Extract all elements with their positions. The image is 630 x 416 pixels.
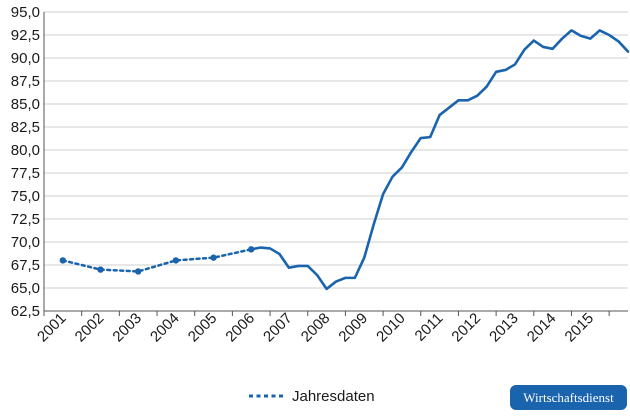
quarterly-data-line [249,29,630,291]
annual-data-point [97,266,104,273]
x-tick-label: 2015 [562,310,598,346]
x-tick-label: 2004 [147,310,183,346]
y-tick-label: 90,0 [11,50,40,67]
y-tick-label: 87,5 [11,73,40,90]
gridlines [44,11,628,289]
legend-label: Jahresdaten [292,388,375,405]
y-tick-label: 70,0 [11,234,40,251]
x-tick-label: 2002 [72,310,108,346]
y-axis-labels: 62,5 65,0 67,5 70,0 72,5 75,0 77,5 80,0 82,5 85,0… [11,4,40,320]
y-tick-label: 82,5 [11,119,40,136]
x-tick-label: 2011 [412,310,447,345]
x-tick-label: 2014 [524,310,560,346]
y-tick-label: 72,5 [11,211,40,228]
x-tick-label: 2010 [373,310,409,346]
x-tick-label: 2009 [335,310,371,346]
y-tick-label: 80,0 [11,142,40,159]
x-axis-ticks [43,311,610,316]
x-tick-label: 2013 [486,310,522,346]
annual-data-point [172,257,180,264]
x-tick-label: 2007 [260,310,296,346]
x-tick-label: 2012 [448,310,484,346]
annual-data-point [134,268,142,275]
x-tick-label: 2005 [185,310,221,346]
y-tick-label: 62,5 [11,303,40,320]
annual-data-point [210,254,217,261]
badge-label: Wirtschaftsdienst [523,390,614,405]
publisher-badge: Wirtschaftsdienst [510,385,627,410]
y-tick-label: 92,5 [11,27,40,44]
y-tick-label: 85,0 [11,96,40,113]
y-tick-label: 77,5 [11,165,40,182]
y-tick-label: 67,5 [11,257,40,274]
x-tick-label: 2003 [109,310,145,346]
badge-background [510,385,627,410]
x-tick-label: 2006 [222,310,258,346]
x-axis-labels: 2001 2002 2003 2004 2005 2006 2007 2008 2009 2010… [34,310,597,346]
legend: Jahresdaten [249,388,375,405]
annual-data-line [61,248,253,273]
y-tick-label: 75,0 [11,188,40,205]
y-tick-label: 95,0 [11,4,40,21]
y-tick-label: 65,0 [11,280,40,297]
series-group [59,29,630,291]
x-tick-label: 2008 [298,310,334,346]
annual-data-point [59,257,67,264]
